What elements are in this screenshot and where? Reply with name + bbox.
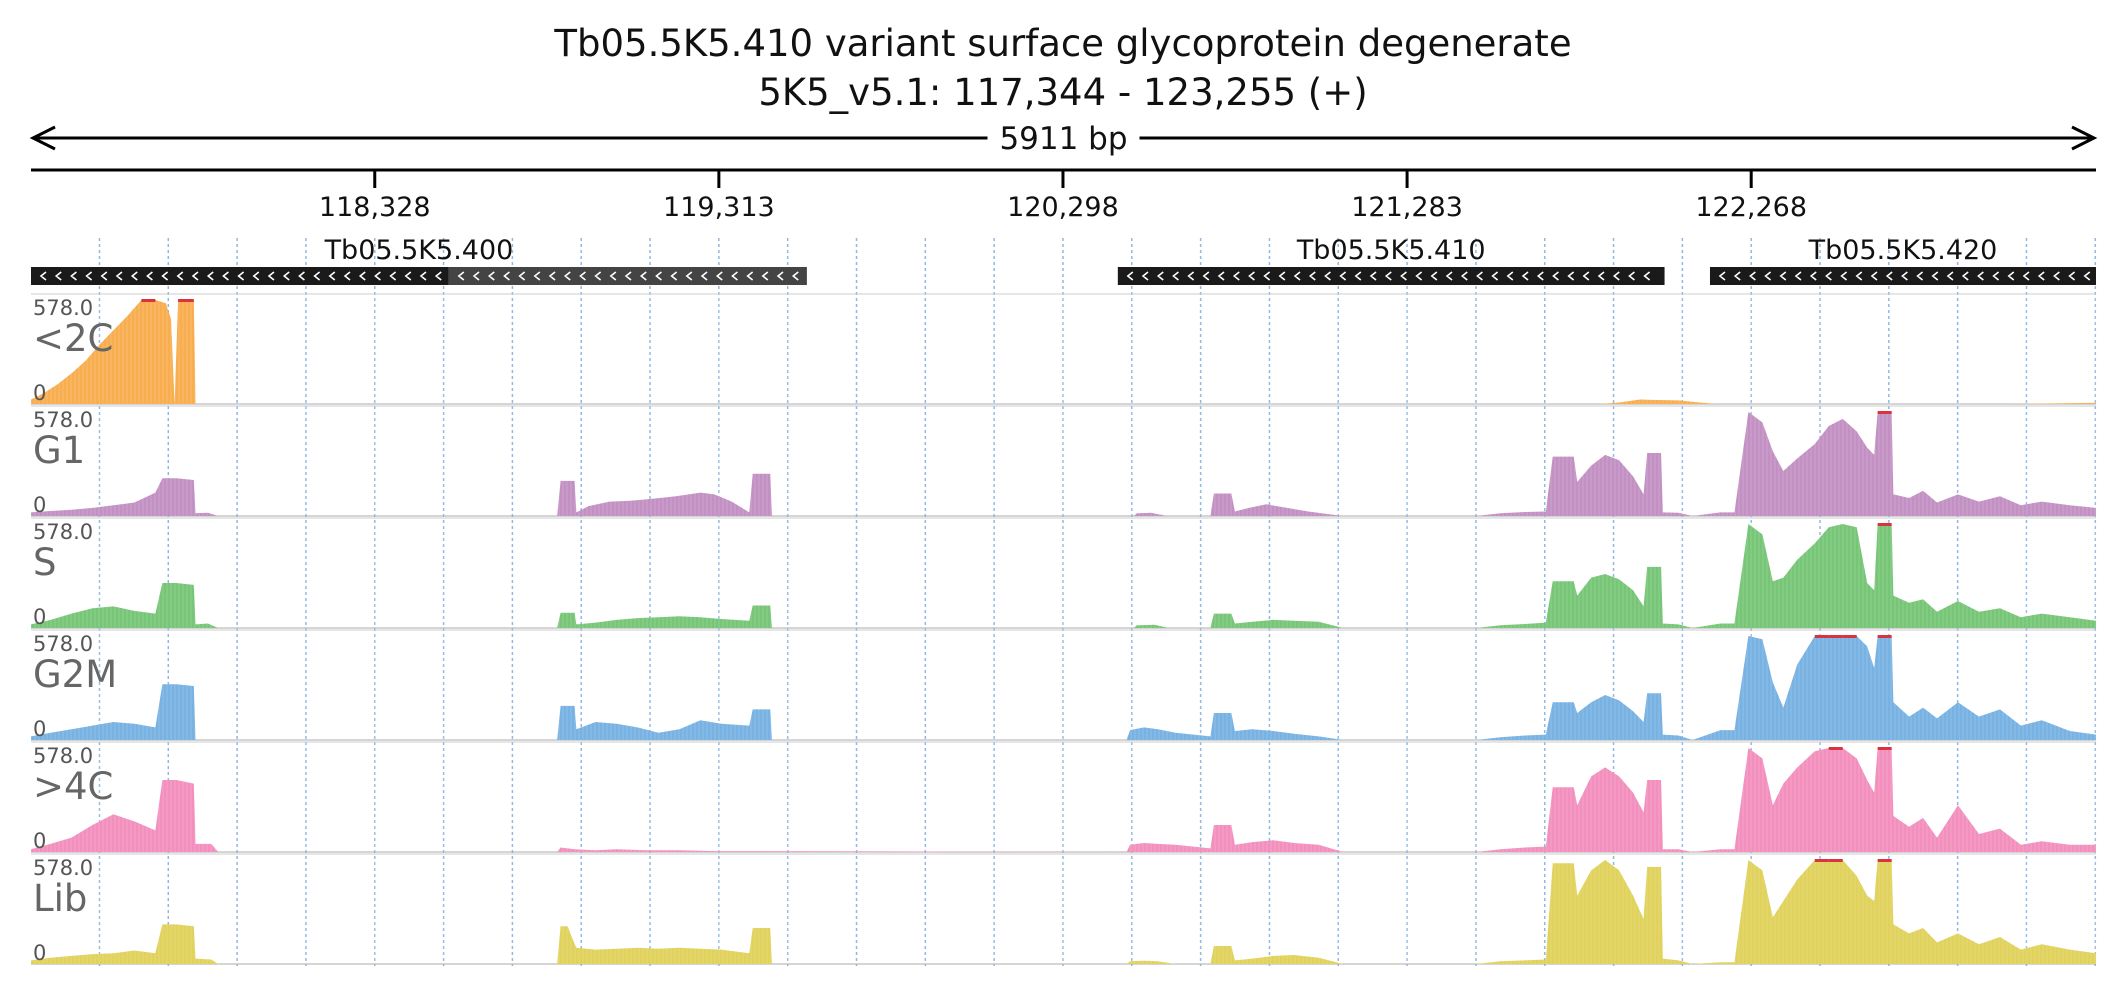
clipped-marker bbox=[1828, 747, 1843, 750]
strand-arrow-icon bbox=[1126, 271, 1651, 281]
coverage-area bbox=[31, 748, 2096, 852]
clipped-marker bbox=[141, 299, 156, 302]
clipped-marker bbox=[1814, 635, 1829, 638]
clipped-marker bbox=[1877, 523, 1892, 526]
y-min-label: 0 bbox=[33, 381, 46, 405]
clipped-marker bbox=[1842, 635, 1857, 638]
clipped-marker bbox=[1828, 859, 1843, 862]
y-max-label: 578.0 bbox=[33, 520, 93, 544]
clipped-marker bbox=[1877, 859, 1892, 862]
track-name-label: G2M bbox=[33, 653, 117, 696]
coverage-area bbox=[31, 524, 2096, 628]
y-min-label: 0 bbox=[33, 941, 46, 965]
track-name-label: <2C bbox=[33, 317, 113, 360]
track-name-label: Lib bbox=[33, 877, 87, 920]
strand-arrow-icon bbox=[1718, 271, 2091, 281]
ruler-tick-label: 120,298 bbox=[1007, 192, 1119, 223]
y-min-label: 0 bbox=[33, 717, 46, 741]
span-label: 5911 bp bbox=[999, 121, 1127, 157]
y-min-label: 0 bbox=[33, 829, 46, 853]
clipped-marker bbox=[1814, 859, 1829, 862]
ruler-tick-label: 118,328 bbox=[319, 192, 431, 223]
clipped-marker bbox=[1877, 411, 1892, 414]
clipped-marker bbox=[178, 299, 194, 302]
gene-feature[interactable] bbox=[1117, 267, 1665, 285]
ruler-tick-label: 119,313 bbox=[663, 192, 775, 223]
gene-feature[interactable] bbox=[448, 267, 807, 285]
clipped-marker bbox=[1828, 635, 1843, 638]
span-arrow-right-icon bbox=[2071, 125, 2098, 151]
coverage-area bbox=[31, 636, 2096, 740]
y-min-label: 0 bbox=[33, 605, 46, 629]
coverage-area bbox=[31, 860, 2096, 964]
y-max-label: 578.0 bbox=[33, 408, 93, 432]
y-max-label: 578.0 bbox=[33, 856, 93, 880]
y-min-label: 0 bbox=[33, 493, 46, 517]
coverage-area bbox=[31, 412, 2096, 516]
strand-arrow-icon bbox=[39, 271, 442, 281]
gene-label: Tb05.5K5.420 bbox=[1808, 235, 1998, 266]
clipped-marker bbox=[1877, 635, 1892, 638]
gene-label: Tb05.5K5.410 bbox=[1296, 235, 1486, 266]
ruler-tick-label: 122,268 bbox=[1695, 192, 1807, 223]
y-max-label: 578.0 bbox=[33, 744, 93, 768]
span-arrow-left-icon bbox=[29, 125, 56, 151]
track-name-label: G1 bbox=[33, 429, 85, 472]
strand-arrow-icon bbox=[457, 271, 799, 281]
gene-label: Tb05.5K5.400 bbox=[324, 235, 514, 266]
locus-title: 5K5_v5.1: 117,344 - 123,255 (+) bbox=[758, 71, 1368, 114]
gene-title: Tb05.5K5.410 variant surface glycoprotei… bbox=[554, 22, 1572, 65]
track-name-label: >4C bbox=[33, 765, 113, 808]
clipped-marker bbox=[1877, 747, 1892, 750]
y-max-label: 578.0 bbox=[33, 632, 93, 656]
y-max-label: 578.0 bbox=[33, 296, 93, 320]
track-name-label: S bbox=[33, 541, 57, 584]
ruler-tick-label: 121,283 bbox=[1351, 192, 1463, 223]
gene-feature[interactable] bbox=[31, 267, 449, 285]
span-label-background bbox=[987, 118, 1140, 158]
